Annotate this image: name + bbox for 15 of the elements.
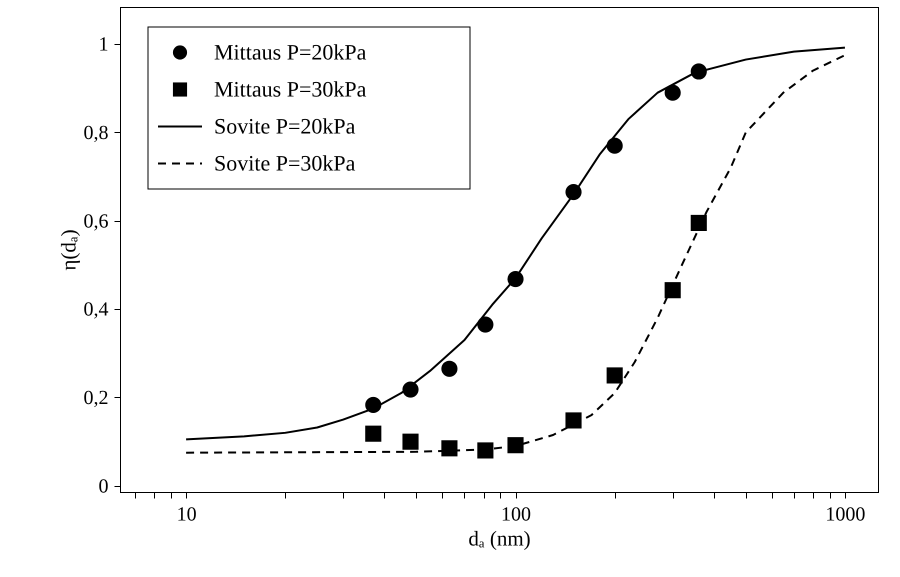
y-tick-label: 0,2 [84, 386, 108, 409]
x-axis-title: dₐ (nm) [468, 526, 531, 550]
x-tick-label: 1000 [825, 504, 866, 526]
x-tick-label: 100 [501, 504, 532, 526]
legend-label: Sovite P=20kPa [214, 114, 356, 138]
y-tick-label: 1 [98, 34, 108, 56]
y-axis-title: η(dₐ) [56, 229, 80, 271]
y-tick-label: 0,8 [84, 122, 108, 144]
y-tick-label: 0,6 [84, 210, 108, 232]
y-tick-label: 0 [98, 475, 108, 498]
legend-label: Sovite P=30kPa [214, 150, 356, 176]
legend-label: Mittaus P=30kPa [214, 76, 367, 102]
legend-label: Mittaus P=20kPa [214, 40, 367, 64]
x-tick-label: 10 [176, 504, 197, 526]
y-tick-label: 0,4 [84, 298, 108, 321]
